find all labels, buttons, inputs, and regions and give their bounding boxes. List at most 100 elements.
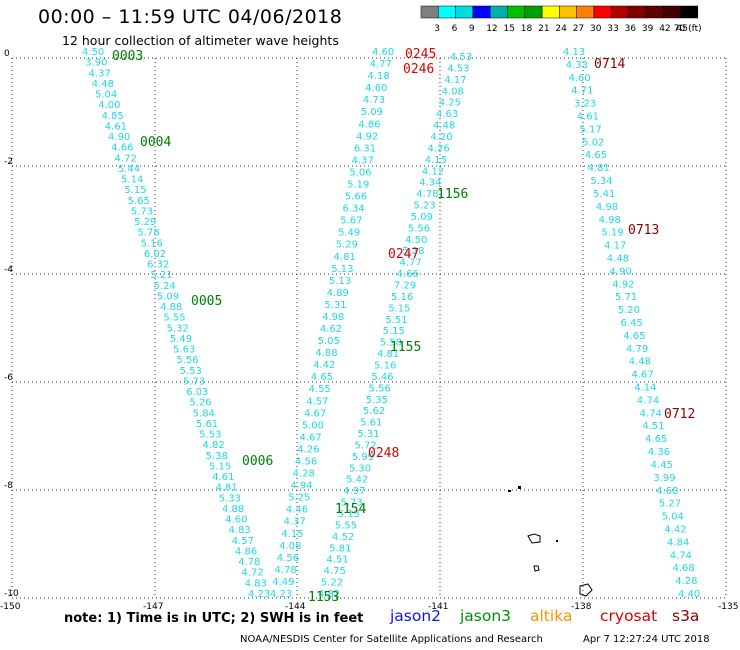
pass-label: 0004 bbox=[140, 135, 171, 150]
swh-value: 5.81 bbox=[329, 543, 351, 554]
swh-value: 4.88 bbox=[315, 348, 337, 359]
swh-value: 4.92 bbox=[612, 279, 634, 290]
swh-value: 4.98 bbox=[599, 215, 621, 226]
legend-cryosat: cryosat bbox=[600, 607, 658, 625]
swh-value: 5.24 bbox=[154, 281, 176, 292]
swh-value: 4.26 bbox=[297, 444, 319, 455]
swh-value: 5.51 bbox=[385, 315, 407, 326]
swh-value: 4.61 bbox=[577, 112, 599, 123]
swh-value: 4.60 bbox=[568, 73, 590, 84]
swh-value: 4.65 bbox=[311, 372, 333, 383]
x-tick-label: -141 bbox=[428, 602, 448, 610]
map-title: 00:00 – 11:59 UTC 04/06/2018 bbox=[38, 6, 343, 28]
island-6 bbox=[579, 583, 593, 597]
swh-value: 4.61 bbox=[105, 121, 127, 132]
swh-value: 5.55 bbox=[163, 313, 185, 324]
swh-value: 5.09 bbox=[157, 291, 179, 302]
colorbar-label: 24 bbox=[555, 24, 567, 33]
colorbar-label: 18 bbox=[521, 24, 533, 33]
swh-value: 4.48 bbox=[92, 79, 114, 90]
island-1 bbox=[518, 486, 521, 489]
swh-value: 4.50 bbox=[405, 235, 427, 246]
swh-value: 4.28 bbox=[675, 576, 697, 587]
swh-value: 4.48 bbox=[433, 121, 455, 132]
pass-label: 0712 bbox=[664, 407, 695, 422]
swh-value: 5.02 bbox=[582, 137, 604, 148]
swh-value: 4.66 bbox=[111, 143, 133, 154]
y-tick-label: 0 bbox=[4, 49, 10, 59]
swh-value: 7.29 bbox=[394, 281, 416, 292]
swh-value: 5.29 bbox=[336, 240, 358, 251]
swh-value: 3.90 bbox=[85, 58, 107, 69]
colorbar-label: 21 bbox=[538, 24, 549, 33]
pass-label: 0245 bbox=[405, 47, 436, 62]
swh-value: 4.18 bbox=[367, 71, 389, 82]
swh-value: 4.53 bbox=[447, 63, 469, 74]
swh-value: 5.56 bbox=[369, 383, 391, 394]
swh-value: 4.23 bbox=[270, 589, 292, 600]
swh-value: 5.16 bbox=[374, 360, 396, 371]
swh-value: 4.78 bbox=[275, 565, 297, 576]
altimeter-tracks: 4.503.904.374.485.044.004.854.614.904.66… bbox=[82, 47, 700, 600]
swh-value: 5.29 bbox=[134, 217, 156, 228]
swh-value: 5.56 bbox=[176, 355, 198, 366]
swh-value: 4.98 bbox=[596, 202, 618, 213]
x-tick-label: -147 bbox=[143, 602, 163, 610]
swh-value: 4.52 bbox=[332, 532, 354, 543]
swh-value: 5.15 bbox=[209, 461, 231, 472]
pass-label: 1153 bbox=[308, 590, 339, 605]
map-subtitle: 12 hour collection of altimeter wave hei… bbox=[62, 33, 339, 48]
swh-value: 5.62 bbox=[363, 406, 385, 417]
swh-value: 4.53 bbox=[450, 52, 472, 63]
swh-value: 5.09 bbox=[361, 107, 383, 118]
swh-value: 4.08 bbox=[442, 86, 464, 97]
colorbar-label: 70 (ft) bbox=[674, 24, 702, 33]
pass-label: 1155 bbox=[390, 340, 421, 355]
swh-value: 4.55 bbox=[309, 384, 331, 395]
swh-value: 4.45 bbox=[651, 460, 673, 471]
swh-value: 4.65 bbox=[585, 150, 607, 161]
swh-value: 4.34 bbox=[419, 178, 441, 189]
swh-value: 4.67 bbox=[631, 370, 653, 381]
swh-value: 5.31 bbox=[357, 429, 379, 440]
swh-value: 5.15 bbox=[388, 303, 410, 314]
pass-label: 0248 bbox=[368, 446, 399, 461]
swh-value: 5.34 bbox=[590, 176, 612, 187]
x-tick-label: -144 bbox=[285, 602, 306, 610]
credit-text: NOAA/NESDIS Center for Satellite Applica… bbox=[240, 634, 543, 645]
swh-value: 5.35 bbox=[366, 395, 388, 406]
swh-value: 5.05 bbox=[318, 336, 340, 347]
swh-value: 5.99 bbox=[352, 452, 374, 463]
swh-value: 4.89 bbox=[327, 288, 349, 299]
swh-value: 4.81 bbox=[215, 483, 237, 494]
x-tick-label: -150 bbox=[0, 602, 21, 610]
swh-value: 4.79 bbox=[626, 344, 648, 355]
swh-value: 4.08 bbox=[279, 541, 301, 552]
swh-value: 5.13 bbox=[329, 276, 351, 287]
swh-value: 4.13 bbox=[563, 47, 585, 58]
swh-value: 5.16 bbox=[391, 292, 413, 303]
swh-value: 4.81 bbox=[377, 349, 399, 360]
swh-value: 3.23 bbox=[574, 99, 596, 110]
swh-value: 4.68 bbox=[656, 486, 678, 497]
swh-value: 4.40 bbox=[678, 589, 700, 600]
swh-value: 4.63 bbox=[436, 109, 458, 120]
swh-value: 4.77 bbox=[370, 59, 392, 70]
swh-value: 6.31 bbox=[354, 143, 376, 154]
swh-value: 4.66 bbox=[397, 269, 419, 280]
swh-value: 5.73 bbox=[183, 376, 205, 387]
swh-value: 4.90 bbox=[610, 266, 632, 277]
swh-value: 4.00 bbox=[98, 100, 120, 111]
swh-value: 4.61 bbox=[212, 472, 234, 483]
swh-value: 5.49 bbox=[170, 334, 192, 345]
x-tick-label: -135 bbox=[718, 602, 738, 610]
island-2 bbox=[508, 490, 511, 492]
swh-value: 5.28 bbox=[402, 246, 424, 257]
y-tick-label: -10 bbox=[4, 589, 19, 599]
swh-value: 4.56 bbox=[277, 553, 299, 564]
y-tick-label: -8 bbox=[4, 481, 13, 491]
colorbar-swatch bbox=[680, 5, 699, 19]
swh-value: 4.60 bbox=[365, 83, 387, 94]
swh-value: 5.17 bbox=[579, 124, 601, 135]
